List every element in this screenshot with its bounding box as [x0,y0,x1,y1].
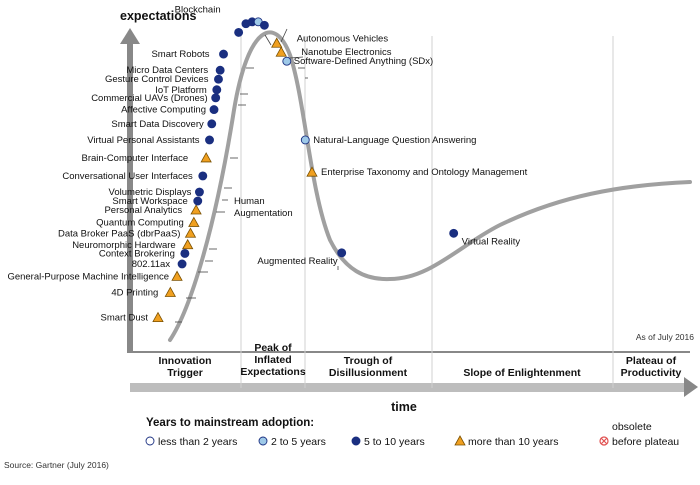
legend-5to10-marker [351,436,361,446]
point-enterprise-taxonomy-and-ontology-management [306,166,318,177]
chart-subtitle: As of July 2016 [636,332,694,342]
point-4d-printing [164,286,176,297]
label-smart-robots: Smart Robots [151,49,209,60]
point-nanotube-electronics [275,46,287,57]
point-software-defined-anything-sdx [282,56,292,66]
phase-label-1-line-2: Trigger [167,367,203,379]
label-conversational-user-interfaces: Conversational User Interfaces [62,171,193,182]
label-quantum-computing: Quantum Computing [96,217,184,228]
point-blockchain [234,27,244,37]
x-axis-title: time [391,400,417,414]
label-commercial-uavs-drones: Commercial UAVs (Drones) [91,93,207,104]
label-nanotube-electronics: Nanotube Electronics [301,47,392,58]
phase-label-4-line-1: Slope of Enlightenment [463,367,581,379]
annotation-line-2: Augmentation [234,208,293,219]
point-commercial-uavs-drones [211,93,221,103]
point-802-11ax [177,259,187,269]
legend-2to5-marker [258,436,268,446]
phase-label-5-line-1: Plateau of [626,355,677,367]
point-context-brokering [180,248,190,258]
phase-dividers [240,36,614,388]
point-augmented-reality [337,248,347,258]
label-virtual-personal-assistants: Virtual Personal Assistants [87,135,200,146]
x-axis-band [130,383,686,392]
label-general-purpose-machine-intelligence: General-Purpose Machine Intelligence [7,271,169,282]
label-volumetric-displays: Volumetric Displays [109,187,192,198]
label-augmented-reality: Augmented Reality [257,256,338,267]
source-note: Source: Gartner (July 2016) [4,460,109,470]
label-software-defined-anything-sdx: Software-Defined Anything (SDx) [294,56,433,67]
point-smart-dust [152,311,164,323]
label-context-brokering: Context Brokering [99,248,175,259]
point-smart-data-discovery [207,119,217,129]
point-affective-computing [209,105,219,115]
label-data-broker-paas-dbrpaas: Data Broker PaaS (dbrPaaS) [58,228,181,239]
point-neuromorphic-hardware [182,238,194,250]
point-autonomous-vehicles [271,37,283,48]
point-software-defined-security [259,20,269,30]
point-conversational-user-interfaces [198,171,208,181]
label-brain-computer-interface: Brain-Computer Interface [81,153,188,164]
phase-label-2-line-2: Inflated [254,354,291,366]
point-natural-language-question-answering [300,135,310,145]
legend-obs-label-line-1: obsolete [612,421,652,433]
point-volumetric-displays [194,187,204,197]
legend-5to10-label: 5 to 10 years [364,436,425,448]
phase-label-5-line-2: Productivity [621,367,682,379]
annotation-line-1: Human [234,196,265,207]
label-neuromorphic-hardware: Neuromorphic Hardware [72,240,175,251]
legend: Years to mainstream adoption: less than … [145,417,679,448]
label-smart-dust: Smart Dust [100,313,148,324]
phase-label-1-line-1: Innovation [158,355,211,367]
label-affective-computing: Affective Computing [121,105,206,116]
label-natural-language-question-answering: Natural-Language Question Answering [313,135,476,146]
legend-obs-label-line-2: before plateau [612,436,679,448]
legend-obs-marker-x [601,438,607,444]
point-micro-data-centers [215,65,225,75]
point-labels: Smart Dust 4D Printing General-Purpose Mac… [7,4,528,324]
legend-lt2-marker [145,436,155,446]
label-personal-analytics: Personal Analytics [104,205,182,216]
legend-2to5-label: 2 to 5 years [271,436,326,448]
label-smart-data-discovery: Smart Data Discovery [111,119,204,130]
label-leader-lines [175,28,339,323]
point-virtual-reality [449,228,459,238]
legend-gt10-marker [454,435,466,446]
point-virtual-personal-assistants [205,135,214,145]
label-blockchain: Blockchain [175,4,221,15]
point-smart-workspace [193,196,203,206]
phase-label-2-line-1: Peak of [254,342,292,354]
phase-label-3-line-2: Disillusionment [329,367,408,379]
hype-curve [168,30,692,342]
point-gesture-control-devices [214,74,223,84]
point-iot-platform [212,85,222,95]
label-iot-platform: IoT Platform [155,85,207,96]
point-brain-computer-interface [200,152,212,163]
label-802-11ax: 802.11ax [132,259,171,270]
legend-gt10-label: more than 10 years [468,436,558,448]
point-quantum-computing [188,216,200,227]
label-smart-workspace: Smart Workspace [112,196,187,207]
label-gesture-control-devices: Gesture Control Devices [105,74,209,85]
point-data-broker-paas-dbrpaas [184,227,197,238]
legend-lt2-label: less than 2 years [158,436,237,448]
y-axis-title: expectations [120,9,196,23]
label-enterprise-taxonomy-and-ontology-management: Enterprise Taxonomy and Ontology Managem… [321,167,528,178]
data-points [152,17,459,323]
label-virtual-reality: Virtual Reality [462,236,521,247]
legend-title: Years to mainstream adoption: [146,417,314,429]
label-micro-data-centers: Micro Data Centers [126,65,208,76]
point-smart-robots [219,49,228,59]
phase-label-3-line-1: Trough of [344,355,393,367]
point-general-purpose-machine-intelligence [171,270,183,281]
phase-label-2-line-3: Expectations [240,366,306,378]
label-4d-printing: 4D Printing [111,287,158,298]
point-personal-analytics [190,204,202,215]
x-axis-arrow [684,377,698,397]
label-autonomous-vehicles: Autonomous Vehicles [297,33,389,44]
y-axis-arrow [120,28,140,44]
